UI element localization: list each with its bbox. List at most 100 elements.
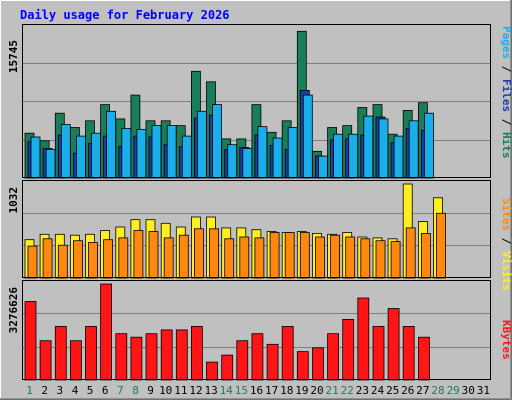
bar-sites-day-22 [345, 236, 356, 279]
bar-pages-day-25 [393, 135, 404, 179]
plot-frame [22, 24, 491, 178]
bar-kbytes-day-11 [175, 329, 188, 381]
legend: Sites / Visits [500, 198, 512, 291]
bar-kbytes-day-2 [39, 340, 52, 381]
bar-sites-day-25 [390, 241, 401, 279]
day-label-16: 16 [250, 384, 263, 397]
day-label-26: 26 [401, 384, 414, 397]
bar-kbytes-day-26 [402, 325, 415, 381]
bar-sites-day-15 [239, 236, 250, 279]
bar-kbytes-day-10 [160, 329, 173, 381]
bar-kbytes-day-13 [206, 361, 218, 381]
day-label-12: 12 [189, 384, 202, 397]
bar-pages-day-2 [45, 148, 56, 179]
bar-kbytes-day-19 [296, 351, 309, 381]
bar-sites-day-17 [269, 232, 280, 279]
panel-3: 3276626 KBytes [7, 280, 512, 381]
day-label-25: 25 [386, 384, 399, 397]
day-label-3: 3 [56, 384, 63, 397]
bar-pages-day-6 [106, 110, 116, 179]
panel-2: 1032 Sites / Visits [7, 180, 512, 291]
day-label-27: 27 [416, 384, 429, 397]
bar-sites-day-24 [375, 240, 386, 279]
bar-kbytes-day-16 [251, 333, 264, 381]
day-label-18: 18 [280, 384, 293, 397]
bar-kbytes-day-6 [100, 283, 112, 381]
day-label-22: 22 [341, 384, 354, 397]
bar-kbytes-day-22 [342, 318, 355, 381]
day-label-30: 30 [462, 384, 475, 397]
bar-kbytes-day-21 [327, 333, 340, 381]
bar-pages-day-1 [30, 136, 41, 179]
day-label-23: 23 [356, 384, 369, 397]
chart-title: Daily usage for February 2026 [20, 8, 230, 22]
bar-kbytes-day-7 [115, 333, 128, 381]
bar-pages-day-17 [272, 137, 283, 179]
bar-pages-day-22 [348, 133, 359, 179]
legend-files: Files [500, 79, 512, 112]
panel-1: 15745 Pages / Files / Hits [7, 24, 512, 179]
bar-sites-day-11 [178, 234, 189, 279]
day-label-31: 31 [477, 384, 490, 397]
bar-kbytes-day-1 [24, 301, 37, 381]
bar-pages-day-8 [136, 128, 147, 179]
bar-sites-day-9 [148, 231, 159, 279]
bar-kbytes-day-17 [266, 343, 279, 381]
y-max-label: 3276626 [7, 287, 20, 334]
bar-pages-day-16 [257, 126, 268, 179]
bar-sites-day-2 [42, 238, 53, 279]
bar-pages-day-20 [318, 155, 328, 179]
legend-visits: Visits [500, 251, 512, 291]
day-label-24: 24 [371, 384, 385, 397]
legend-sites: Sites [500, 198, 512, 231]
day-label-4: 4 [72, 384, 79, 397]
day-label-21: 21 [325, 384, 338, 397]
bar-pages-day-23 [363, 115, 374, 179]
bar-pages-day-4 [76, 135, 86, 179]
bar-sites-day-10 [163, 237, 174, 279]
bar-kbytes-day-23 [357, 297, 370, 381]
day-label-6: 6 [102, 384, 109, 397]
bar-pages-day-18 [287, 127, 298, 179]
day-label-14: 14 [220, 384, 234, 397]
day-label-29: 29 [447, 384, 460, 397]
bar-sites-day-16 [254, 237, 265, 279]
bar-kbytes-day-3 [54, 325, 67, 381]
bar-pages-day-27 [423, 112, 434, 179]
day-label-11: 11 [174, 384, 187, 397]
bar-sites-day-27 [420, 232, 431, 279]
bar-kbytes-day-27 [417, 336, 430, 381]
bar-kbytes-day-18 [281, 325, 294, 381]
bar-kbytes-day-24 [372, 325, 385, 381]
bar-pages-day-26 [408, 120, 419, 179]
bar-pages-day-24 [378, 118, 389, 179]
day-label-15: 15 [235, 384, 248, 397]
bar-sites-day-3 [57, 244, 68, 279]
legend: KBytes [500, 320, 512, 360]
bar-sites-day-6 [103, 239, 113, 279]
day-label-19: 19 [295, 384, 308, 397]
bar-sites-day-20 [315, 236, 325, 279]
bar-kbytes-day-12 [190, 325, 203, 381]
bar-sites-day-8 [133, 230, 144, 279]
bar-pages-day-10 [166, 125, 177, 179]
bar-sites-day-19 [299, 232, 310, 279]
day-label-10: 10 [159, 384, 172, 397]
y-max-label: 15745 [7, 40, 20, 73]
bar-sites-day-13 [209, 228, 219, 279]
legend-hits: Hits [500, 132, 512, 159]
plot-frame [22, 280, 491, 380]
bar-sites-day-5 [88, 242, 98, 279]
legend-pages: Pages [500, 26, 512, 59]
bar-pages-day-21 [333, 133, 344, 179]
bar-sites-day-14 [224, 238, 235, 279]
bar-pages-day-11 [181, 135, 192, 179]
plot-frame [22, 180, 491, 278]
bar-sites-day-28 [436, 212, 446, 279]
bar-pages-day-15 [242, 148, 253, 179]
day-label-7: 7 [117, 384, 124, 397]
day-label-2: 2 [41, 384, 48, 397]
bar-pages-day-5 [91, 132, 101, 179]
day-label-28: 28 [431, 384, 444, 397]
